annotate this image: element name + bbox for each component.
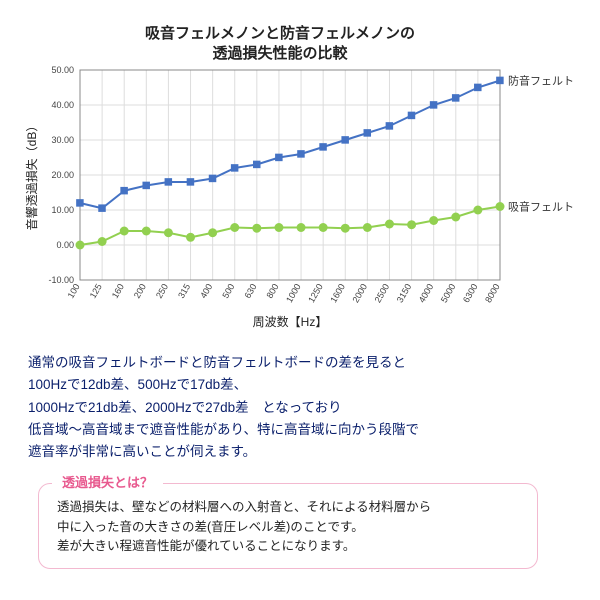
svg-text:5000: 5000	[439, 282, 458, 304]
desc-line: 遮音率が非常に高いことが伺えます。	[28, 441, 580, 463]
svg-text:周波数【Hz】: 周波数【Hz】	[253, 314, 328, 329]
svg-text:8000: 8000	[483, 282, 502, 304]
chart-container: 吸音フェルメノンと防音フェルメノンの透過損失性能の比較 -10.00 0.00 10.…	[20, 20, 580, 330]
svg-text:1600: 1600	[328, 282, 347, 304]
desc-line: 1000Hzで21db差、2000Hzで27db差 となっており	[28, 397, 580, 419]
svg-text:200: 200	[132, 282, 148, 300]
svg-text:400: 400	[198, 282, 214, 300]
svg-text:吸音フェルメノンと防音フェルメノンの: 吸音フェルメノンと防音フェルメノンの	[145, 24, 415, 42]
svg-text:160: 160	[110, 282, 126, 300]
svg-text:50.00: 50.00	[51, 65, 74, 75]
info-box: 透過損失とは？ 透過損失は、壁などの材料層への入射音と、それによる材料層から 中…	[38, 483, 538, 569]
svg-text:500: 500	[220, 282, 236, 300]
svg-text:10.00: 10.00	[51, 205, 74, 215]
svg-text:3150: 3150	[395, 282, 414, 304]
svg-text:6300: 6300	[461, 282, 480, 304]
svg-text:1250: 1250	[306, 282, 325, 304]
svg-text:2500: 2500	[373, 282, 392, 304]
info-line: 差が大きい程遮音性能が優れていることになります。	[57, 539, 355, 553]
desc-line: 低音域〜高音域まで遮音性能があり、特に高音域に向かう段階で	[28, 419, 580, 441]
svg-text:800: 800	[265, 282, 281, 300]
svg-text:40.00: 40.00	[51, 100, 74, 110]
svg-text:防音フェルト: 防音フェルト	[508, 74, 574, 88]
svg-text:2000: 2000	[350, 282, 369, 304]
svg-text:315: 315	[176, 282, 192, 300]
svg-text:250: 250	[154, 282, 170, 300]
desc-line: 通常の吸音フェルトボードと防音フェルトボードの差を見ると	[28, 352, 580, 374]
svg-text:4000: 4000	[417, 282, 436, 304]
svg-text:30.00: 30.00	[51, 135, 74, 145]
svg-text:音響透過損失（dB）: 音響透過損失（dB）	[24, 120, 39, 231]
svg-text:-10.00: -10.00	[48, 275, 74, 285]
svg-text:20.00: 20.00	[51, 170, 74, 180]
info-line: 透過損失は、壁などの材料層への入射音と、それによる材料層から	[57, 500, 431, 514]
svg-text:630: 630	[242, 282, 258, 300]
desc-line: 100Hzで12db差、500Hzで17db差、	[28, 374, 580, 396]
svg-text:吸音フェルト: 吸音フェルト	[508, 200, 574, 214]
svg-text:透過損失性能の比較: 透過損失性能の比較	[212, 44, 348, 62]
line-chart: 吸音フェルメノンと防音フェルメノンの透過損失性能の比較 -10.00 0.00 10.…	[20, 20, 580, 330]
svg-text:1000: 1000	[284, 282, 303, 304]
svg-text:125: 125	[88, 282, 104, 300]
info-line: 中に入った音の大きさの差(音圧レベル差)のことです。	[57, 520, 364, 534]
description-block: 通常の吸音フェルトボードと防音フェルトボードの差を見ると 100Hzで12db差…	[28, 352, 580, 463]
info-box-title: 透過損失とは？	[52, 472, 163, 491]
info-box-body: 透過損失は、壁などの材料層への入射音と、それによる材料層から 中に入った音の大き…	[38, 483, 538, 569]
svg-text:0.00: 0.00	[56, 240, 74, 250]
